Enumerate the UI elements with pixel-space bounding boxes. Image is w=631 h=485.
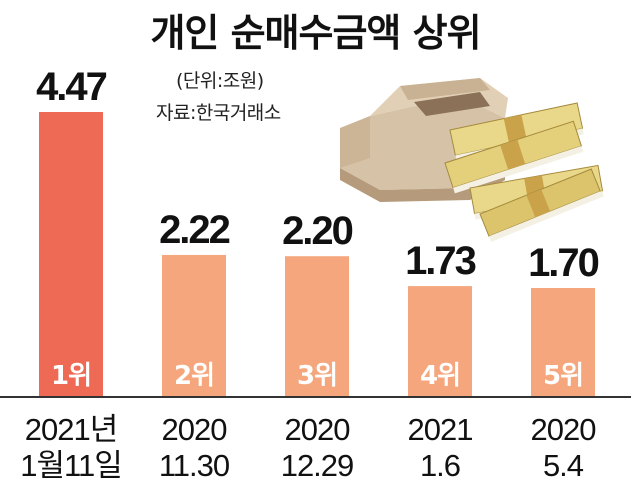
x-tick-label-3-line2: 12.29	[281, 448, 354, 483]
bar-2	[162, 254, 226, 396]
rank-label-4: 4위	[420, 361, 460, 391]
money-bundles-icon	[444, 102, 604, 242]
bar-value-label-4: 1.73	[405, 239, 476, 283]
bar-5	[531, 287, 595, 396]
unit-note: (단위:조원)	[176, 70, 264, 92]
bar-4	[408, 286, 472, 396]
bar-value-label-2: 2.22	[159, 208, 230, 252]
x-tick-label-4-line1: 2021	[408, 412, 473, 447]
rank-label-2: 2위	[174, 361, 214, 391]
bar-1	[39, 112, 103, 396]
bar-value-label-3: 2.20	[282, 209, 353, 253]
bar-value-label-1: 4.47	[36, 65, 107, 109]
x-tick-label-5-line1: 2020	[531, 412, 597, 447]
x-tick-label-5-line2: 5.4	[543, 448, 584, 483]
x-tick-label-2-line1: 2020	[162, 412, 228, 447]
rank-label-3: 3위	[297, 361, 337, 391]
chart-title: 개인 순매수금액 상위	[150, 11, 481, 55]
bar-3	[285, 256, 349, 396]
bar-value-label-5: 1.70	[528, 241, 599, 285]
x-tick-label-1-line2: 1월11일	[20, 448, 121, 483]
x-tick-label-1-line1: 2021년	[25, 412, 117, 447]
x-tick-label-4-line2: 1.6	[420, 448, 460, 483]
rank-label-5: 5위	[543, 361, 583, 391]
x-tick-label-2-line2: 11.30	[159, 448, 230, 483]
money-box-illustration	[340, 78, 604, 242]
x-tick-label-3-line1: 2020	[285, 412, 351, 447]
rank-label-1: 1위	[51, 361, 91, 391]
source-note: 자료:한국거래소	[156, 102, 281, 124]
